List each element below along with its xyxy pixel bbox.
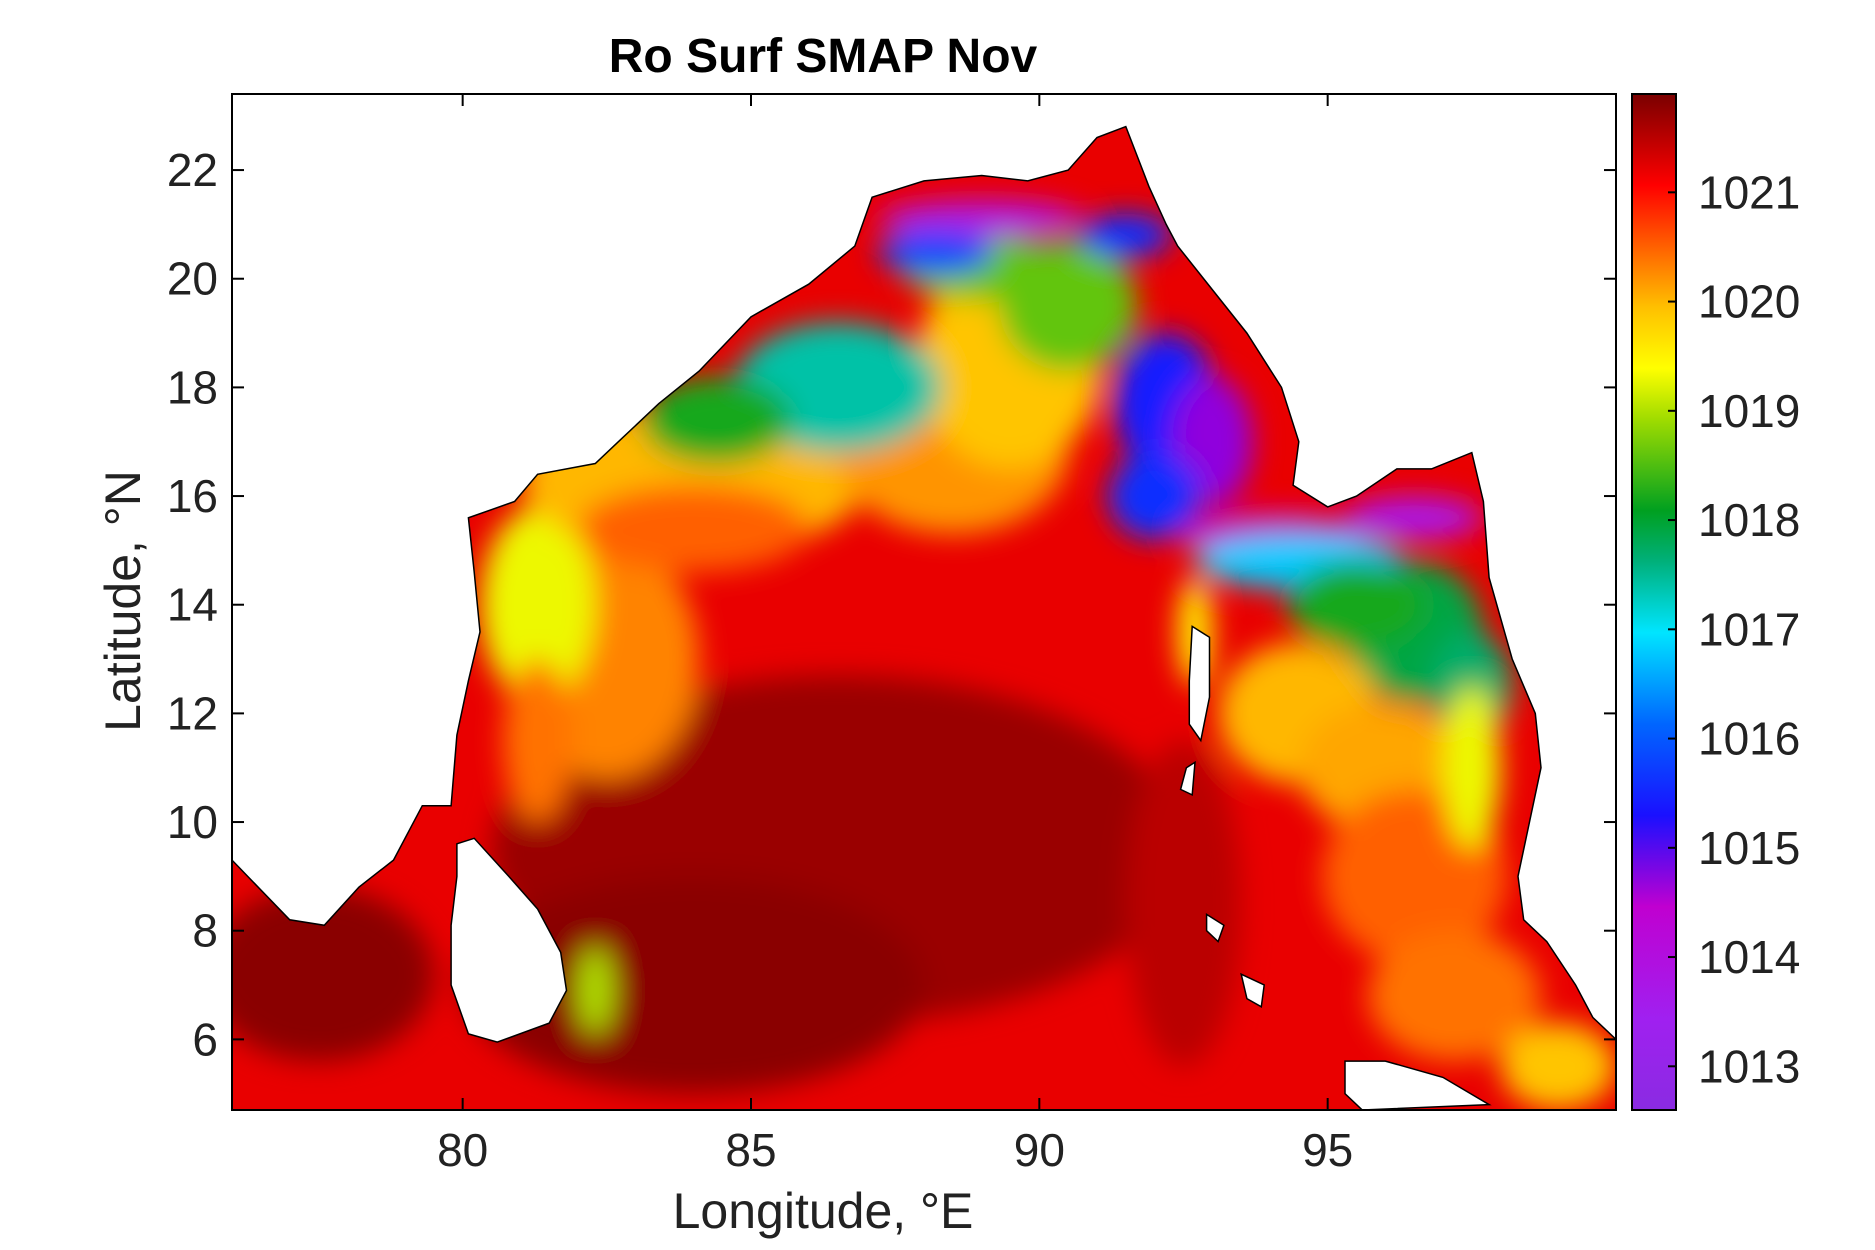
y-tick-label: 16 [167,470,218,522]
x-axis-label: Longitude, °E [673,1183,974,1239]
little-andaman [1179,760,1196,797]
andaman-north [1188,625,1211,743]
colorbar-tick-label: 1016 [1698,713,1800,765]
sumatra [1344,1060,1492,1110]
y-tick-label: 18 [167,361,218,413]
chart-title: Ro Surf SMAP Nov [609,30,1038,83]
great-nicobar [1240,972,1266,1009]
x-tick-label: 80 [437,1124,488,1176]
x-tick-label: 95 [1302,1124,1353,1176]
colorbar-ticks: 1013 1014 1015 1016 1017 1018 1019 1020 1021 [1668,166,1800,1092]
y-tick-label: 22 [167,144,218,196]
y-tick-label: 8 [192,905,218,957]
y-tick-label: 6 [192,1013,218,1065]
nicobar-islands [1205,913,1225,943]
colorbar-tick-label: 1021 [1698,166,1800,218]
y-ticks: 6 8 10 12 14 16 18 20 22 [167,144,1616,1065]
colorbar-tick-label: 1015 [1698,822,1800,874]
y-tick-label: 12 [167,687,218,739]
colorbar-tick-label: 1019 [1698,385,1800,437]
colorbar-tick-label: 1013 [1698,1040,1800,1092]
land-layer [232,94,1616,1110]
y-tick-label: 14 [167,579,218,631]
colorbar-tick-label: 1014 [1698,931,1800,983]
colorbar-tick-label: 1017 [1698,603,1800,655]
y-tick-label: 20 [167,253,218,305]
colorbar-tick-label: 1018 [1698,494,1800,546]
x-tick-label: 85 [725,1124,776,1176]
colorbar-tick-label: 1020 [1698,276,1800,328]
x-ticks: 80 85 90 95 [437,94,1353,1176]
y-tick-label: 10 [167,796,218,848]
sri-lanka [450,837,568,1043]
x-tick-label: 90 [1014,1124,1065,1176]
y-axis-label: Latitude, °N [95,470,151,732]
colorbar [1631,93,1677,1111]
mainland [232,94,1616,1041]
plot-frame [231,93,1617,1111]
